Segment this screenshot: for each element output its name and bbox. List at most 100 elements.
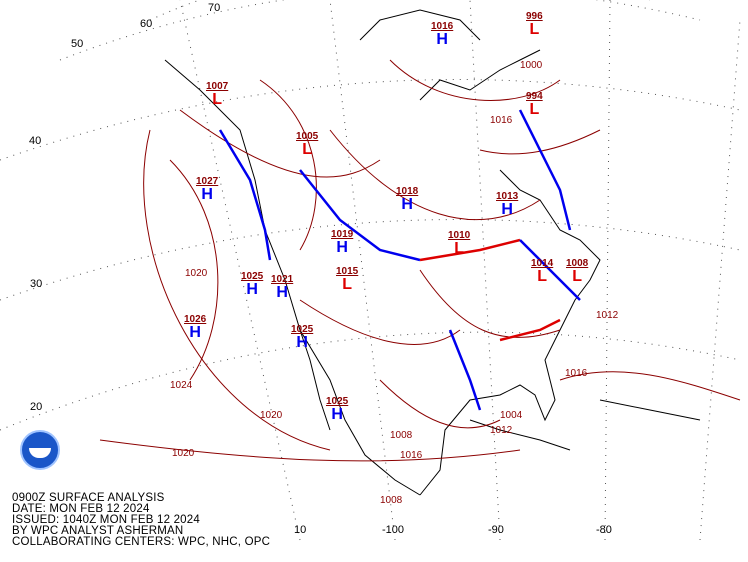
lon-label-100: -100 <box>382 524 405 536</box>
isobars <box>99 59 741 462</box>
isobar-label: 1004 <box>500 410 523 421</box>
high-pressure-center: 1025 H <box>241 271 263 298</box>
center-symbol: L <box>529 21 540 38</box>
high-pressure-center: 1021 H <box>271 274 293 301</box>
isobar-label: 1016 <box>565 368 588 379</box>
lat-label-40: 40 <box>29 135 42 147</box>
isobar-label: 1016 <box>490 115 513 126</box>
caption-date: DATE: MON FEB 12 2024 <box>12 503 150 515</box>
latitude-line <box>0 79 741 161</box>
low-pressure-center: 994 L <box>526 91 543 118</box>
high-pressure-center: 1025 H <box>326 396 348 423</box>
latitude-line <box>0 331 741 431</box>
pressure-value: 1008 <box>566 258 589 269</box>
center-symbol: L <box>302 141 313 158</box>
pressure-value: 1007 <box>206 81 229 92</box>
isobar <box>389 59 561 101</box>
isobar-label: 1024 <box>170 380 193 391</box>
coastline <box>299 329 331 431</box>
high-pressure-center: 1016 H <box>431 21 453 48</box>
high-pressure-center: 1013 H <box>496 191 518 218</box>
high-pressure-center: 1018 H <box>396 186 418 213</box>
center-symbol: H <box>201 186 213 203</box>
isobar-label: 1008 <box>380 495 403 506</box>
isobar-label: 1020 <box>172 448 195 459</box>
pressure-value: 994 <box>526 91 543 102</box>
lat-label-70: 70 <box>208 2 221 14</box>
center-symbol: L <box>454 240 465 257</box>
center-symbol: L <box>572 268 583 285</box>
caption-analyst: BY WPC ANALYST ASHERMAN <box>12 525 184 537</box>
high-pressure-center: 1026 H <box>184 314 206 341</box>
coastlines <box>164 9 701 496</box>
center-symbol: L <box>212 91 223 108</box>
low-pressure-center: 1015 L <box>336 266 358 293</box>
center-symbol: H <box>401 196 413 213</box>
low-pressure-center: 996 L <box>526 11 543 38</box>
isobar <box>169 159 219 381</box>
low-pressure-center: 1007 L <box>206 81 228 108</box>
center-symbol: L <box>529 101 540 118</box>
pressure-value: 996 <box>526 11 543 22</box>
isobar-label: 1020 <box>185 268 208 279</box>
pressure-value: 1015 <box>336 266 359 277</box>
center-symbol: H <box>246 281 258 298</box>
center-symbol: H <box>296 334 308 351</box>
lat-label-20: 20 <box>30 401 43 413</box>
pressure-value: 1013 <box>496 191 519 202</box>
center-symbol: H <box>436 31 448 48</box>
isobar <box>419 269 561 338</box>
pressure-value: 1025 <box>326 396 349 407</box>
warm-front <box>419 238 521 262</box>
pressure-value: 1010 <box>448 230 471 241</box>
low-pressure-center: 1014 L <box>531 258 553 285</box>
caption-centers: COLLABORATING CENTERS: WPC, NHC, OPC <box>12 536 271 548</box>
cold-front <box>299 169 421 262</box>
pressure-value: 1025 <box>241 271 264 282</box>
noaa-logo <box>20 430 60 470</box>
isobar-label: 1016 <box>400 450 423 461</box>
lat-label-30: 30 <box>30 278 43 290</box>
lat-label-60: 60 <box>140 18 153 30</box>
coastline <box>469 419 571 451</box>
center-symbol: H <box>189 324 201 341</box>
lon-label-80: -80 <box>596 524 612 536</box>
isobar <box>259 79 317 251</box>
isobar <box>329 129 541 220</box>
latitude-line <box>59 0 701 61</box>
caption-title: 0900Z SURFACE ANALYSIS <box>12 492 165 504</box>
isobar-label: 1012 <box>596 310 619 321</box>
pressure-value: 1016 <box>431 21 454 32</box>
center-symbol: L <box>537 268 548 285</box>
isobar-label: 1020 <box>260 410 283 421</box>
isobar <box>99 439 521 462</box>
coastline <box>419 49 541 101</box>
high-pressure-center: 1025 H <box>291 324 313 351</box>
low-pressure-center: 1005 L <box>296 131 318 158</box>
fronts <box>218 109 581 411</box>
cold-front <box>519 239 581 301</box>
analysis-caption: 0900Z SURFACE ANALYSIS DATE: MON FEB 12 … <box>12 492 271 548</box>
isobar-label: 1008 <box>390 430 413 441</box>
low-pressure-center: 1008 L <box>566 258 588 285</box>
pressure-value: 1025 <box>291 324 314 335</box>
isobar <box>143 129 331 451</box>
cold-front <box>448 329 482 411</box>
isobar <box>179 109 381 178</box>
high-pressure-center: 1027 H <box>196 176 218 203</box>
coastline <box>359 9 481 41</box>
center-symbol: H <box>501 201 513 218</box>
latitude-line <box>149 0 650 21</box>
low-pressure-center: 1010 L <box>448 230 470 257</box>
pressure-value: 1027 <box>196 176 219 187</box>
isobar <box>379 379 501 429</box>
isobar-label: 1000 <box>520 60 543 71</box>
longitude-line <box>699 19 741 541</box>
center-symbol: L <box>342 276 353 293</box>
warm-front <box>499 318 561 342</box>
latitude-line <box>0 219 741 301</box>
isobar <box>299 299 461 345</box>
cold-front <box>518 109 572 231</box>
cold-front <box>218 129 272 261</box>
